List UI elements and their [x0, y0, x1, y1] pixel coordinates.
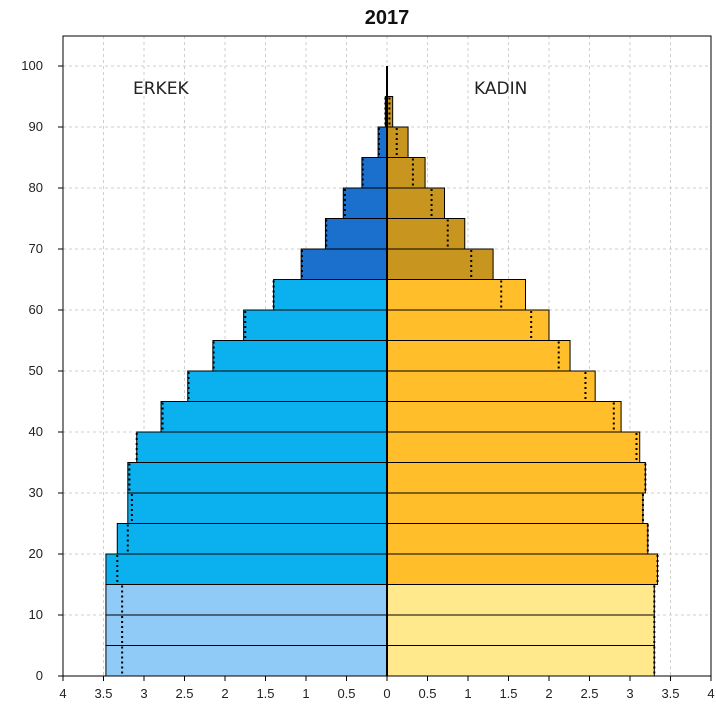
bar-female-10-14: [386, 584, 655, 616]
bar-female-70-74: [386, 218, 466, 250]
x-tick-label: 0.5: [418, 686, 436, 701]
male-label: ERKEK: [133, 79, 189, 99]
bar-male-45-49: [187, 370, 388, 402]
bar-male-5-9: [105, 614, 388, 646]
bar-male-85-89: [377, 126, 388, 158]
bar-male-0-4: [105, 645, 388, 677]
bar-male-60-64: [273, 279, 388, 311]
bar-female-85-89: [386, 126, 409, 158]
bar-male-70-74: [324, 218, 388, 250]
bar-female-20-24: [386, 523, 649, 555]
x-tick-label: 3.5: [661, 686, 679, 701]
y-axis-ticks: 0 10 20 30 40 50 60 70 80 90 100: [21, 58, 63, 683]
bar-female-50-54: [386, 340, 571, 372]
x-tick-label: 3: [626, 686, 633, 701]
bar-male-25-29: [127, 492, 388, 524]
bar-male-30-34: [127, 462, 388, 494]
x-tick-label: 0.5: [337, 686, 355, 701]
x-tick-label: 1.5: [256, 686, 274, 701]
x-tick-label: 0: [383, 686, 390, 701]
bar-female-30-34: [386, 462, 646, 494]
y-tick-label: 50: [29, 363, 43, 378]
bar-female-45-49: [386, 370, 596, 402]
x-tick-label: 1: [464, 686, 471, 701]
bar-male-80-84: [361, 157, 388, 189]
bar-female-5-9: [386, 614, 655, 646]
bar-male-35-39: [136, 431, 388, 463]
female-label: KADIN: [474, 79, 527, 99]
bar-female-75-79: [386, 187, 446, 219]
bar-male-40-44: [160, 401, 388, 433]
bar-female-80-84: [386, 157, 426, 189]
bar-male-10-14: [105, 584, 388, 616]
x-tick-label: 2.5: [580, 686, 598, 701]
x-tick-label: 4: [59, 686, 66, 701]
bar-female-0-4: [386, 645, 655, 677]
y-tick-label: 20: [29, 546, 43, 561]
y-tick-label: 90: [29, 119, 43, 134]
y-tick-label: 10: [29, 607, 43, 622]
y-tick-label: 40: [29, 424, 43, 439]
x-axis-ticks: 4 3.5 3 2.5 2 1.5 1 0.5 0 0.5 1 1.5 2 2.5 3 3.5 4: [59, 676, 715, 701]
y-tick-label: 70: [29, 241, 43, 256]
y-tick-label: 30: [29, 485, 43, 500]
bar-female-60-64: [386, 279, 527, 311]
bar-male-65-69: [300, 248, 388, 280]
bar-male-75-79: [342, 187, 388, 219]
bar-female-35-39: [386, 431, 641, 463]
x-tick-label: 1: [302, 686, 309, 701]
x-tick-label: 3: [140, 686, 147, 701]
bar-male-20-24: [116, 523, 388, 555]
bar-female-55-59: [386, 309, 550, 341]
y-tick-label: 0: [36, 668, 43, 683]
bars-group: [105, 96, 659, 677]
x-tick-label: 1.5: [499, 686, 517, 701]
x-tick-label: 4: [707, 686, 714, 701]
bar-male-50-54: [212, 340, 388, 372]
y-tick-label: 100: [21, 58, 43, 73]
y-tick-label: 60: [29, 302, 43, 317]
x-tick-label: 2: [221, 686, 228, 701]
bar-male-15-19: [105, 553, 388, 585]
x-tick-label: 2: [545, 686, 552, 701]
bar-female-40-44: [386, 401, 622, 433]
bar-female-65-69: [386, 248, 494, 280]
x-tick-label: 2.5: [175, 686, 193, 701]
bar-male-55-59: [243, 309, 388, 341]
bar-female-15-19: [386, 553, 659, 585]
x-tick-label: 3.5: [94, 686, 112, 701]
y-tick-label: 80: [29, 180, 43, 195]
chart-title: 2017: [365, 7, 410, 29]
bar-female-25-29: [386, 492, 644, 524]
